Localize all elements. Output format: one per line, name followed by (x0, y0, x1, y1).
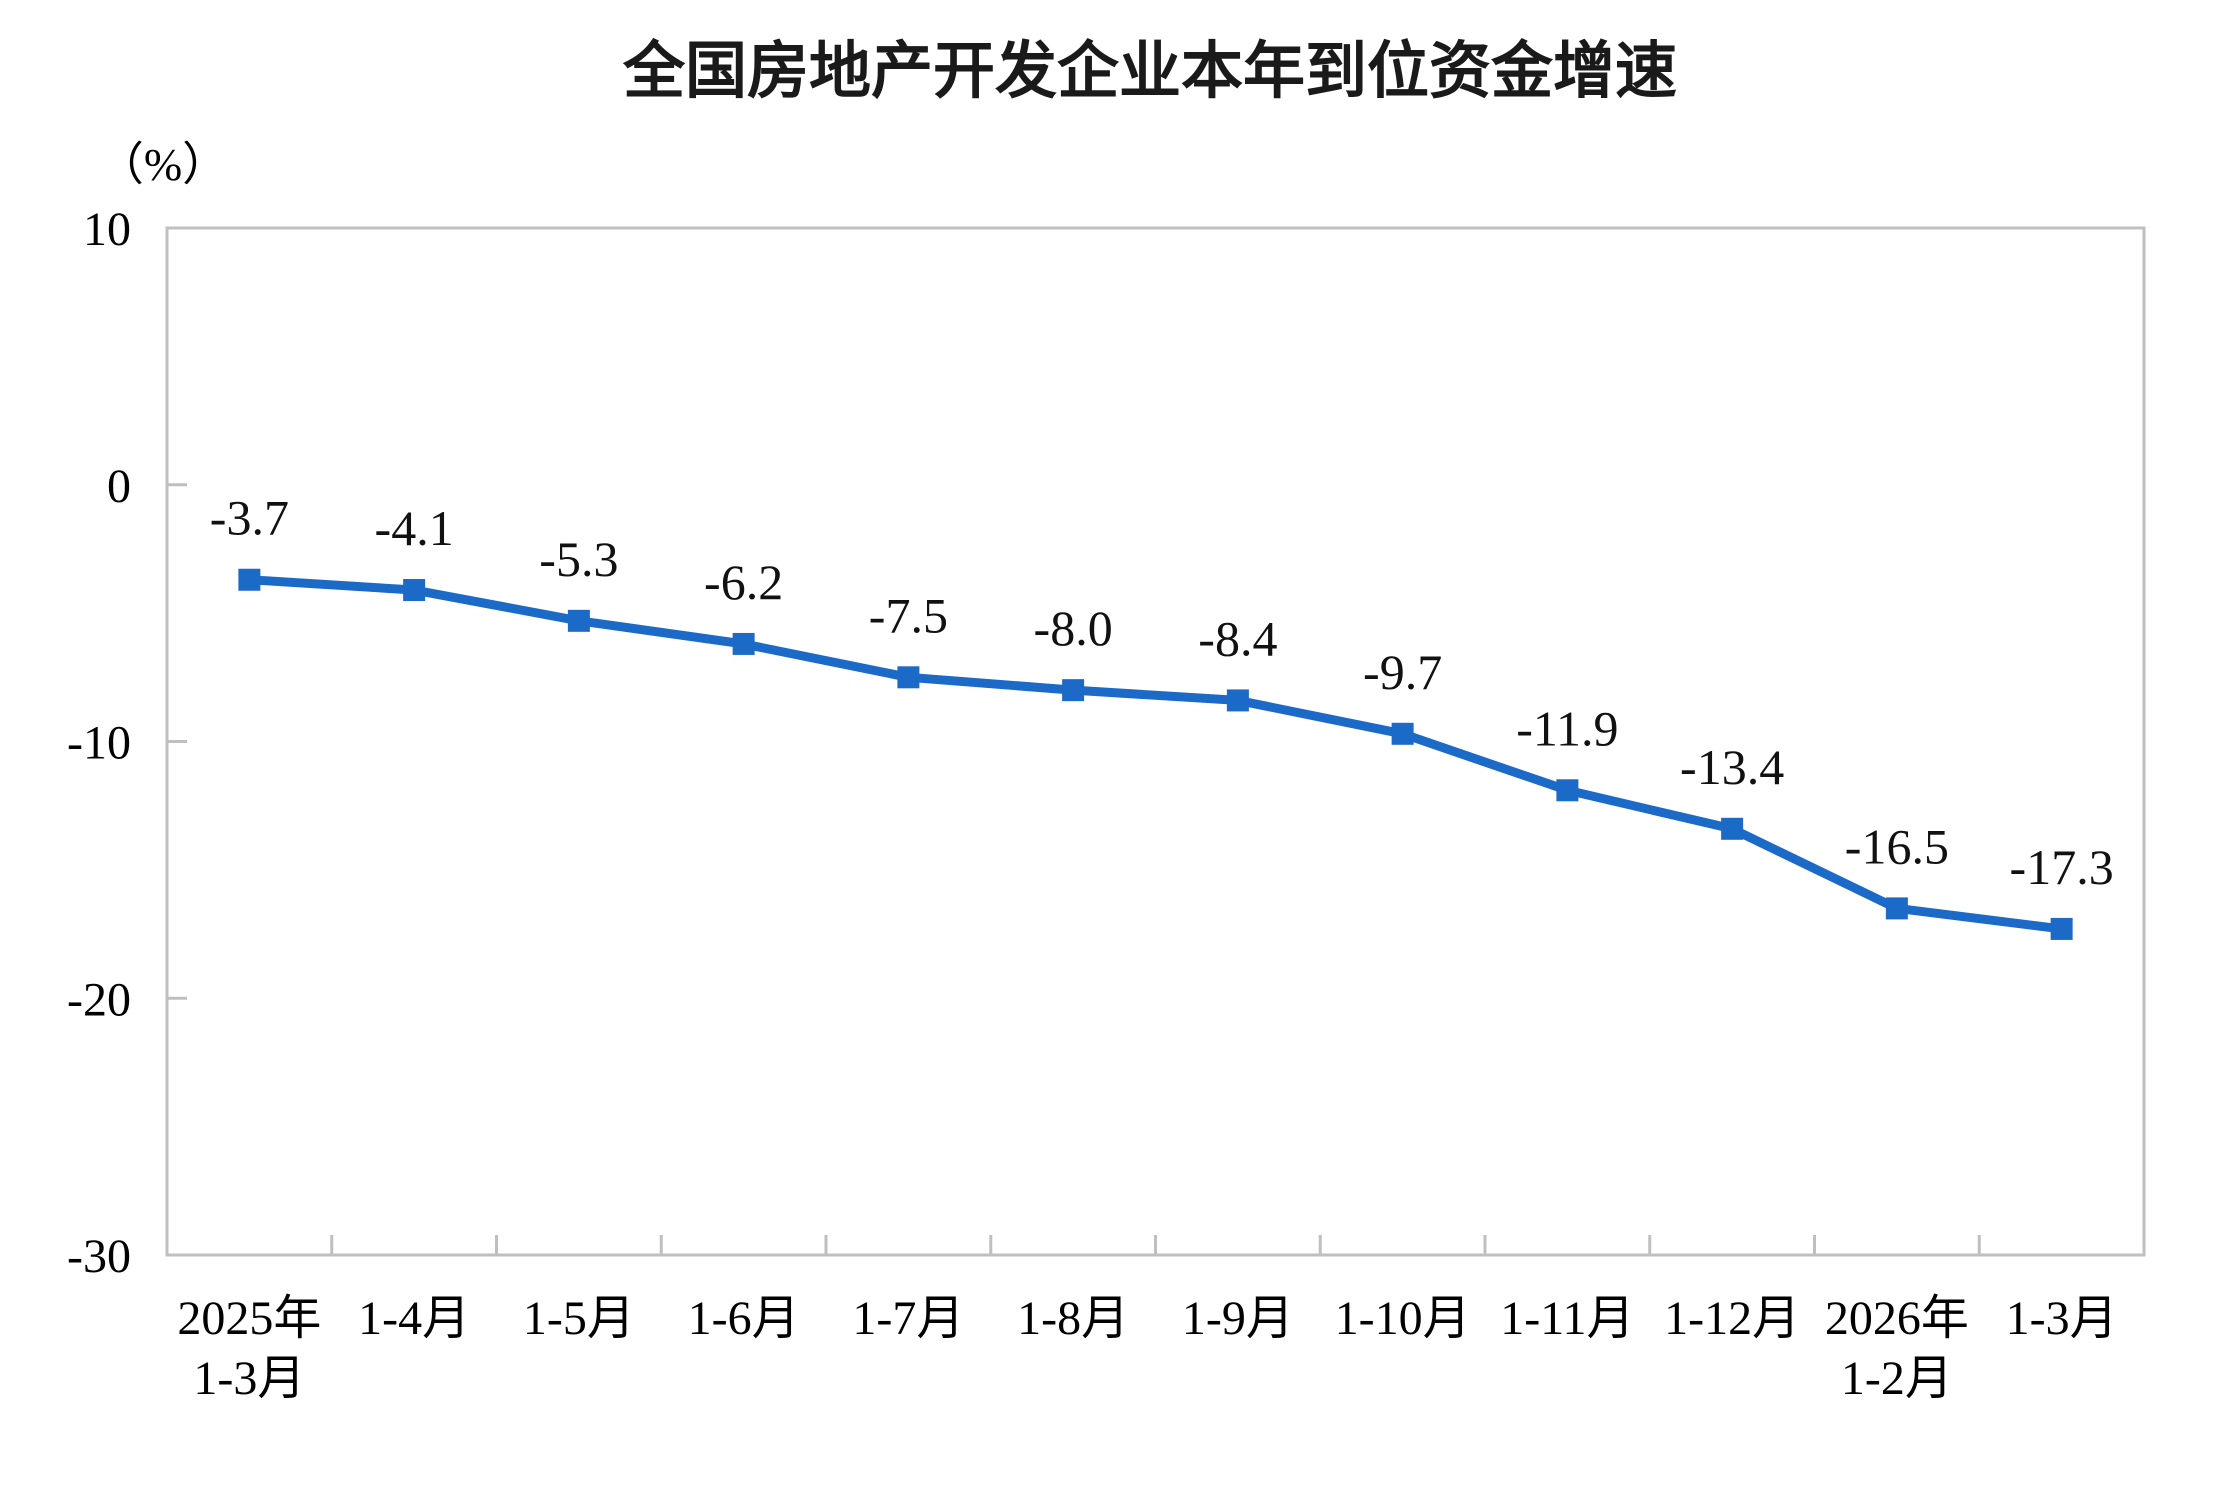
data-value-label: -17.3 (2010, 839, 2114, 895)
data-value-label: -16.5 (1845, 818, 1949, 874)
x-tick-label: 1-9月 (1182, 1292, 1294, 1345)
x-tick-label: 2025年 1-3月 (177, 1292, 321, 1405)
x-tick-label: 1-5月 (523, 1292, 635, 1345)
data-line (244, 575, 2067, 934)
data-value-label: -13.4 (1680, 739, 1784, 795)
x-tick-label: 1-4月 (358, 1292, 470, 1345)
data-value-label: -5.3 (539, 531, 618, 587)
y-axis-unit-label: （%） (98, 139, 228, 190)
x-axis-tick-labels: 2025年 1-3月 1-4月 1-5月 1-6月 1-7月 1-8月 1-9月 1-10月 1-… (177, 1292, 2117, 1405)
x-tick-label: 1-12月 (1664, 1292, 1800, 1345)
axis-ticks (167, 483, 1981, 1255)
data-value-label: -8.4 (1198, 610, 1277, 666)
data-point-markers (238, 568, 2073, 940)
y-axis-tick-labels: 10 0 -10 -20 -30 (67, 203, 131, 1283)
data-point (403, 579, 426, 602)
y-tick-label: -10 (67, 717, 131, 770)
x-tick-label: 1-6月 (688, 1292, 800, 1345)
data-value-label: -7.5 (869, 587, 948, 643)
data-point (1885, 897, 1908, 920)
data-value-labels: -3.7 -4.1 -5.3 -6.2 -7.5 -8.0 -8.4 -9.7 -11.9 -13… (210, 490, 2114, 895)
data-point (1556, 779, 1579, 802)
data-point (732, 632, 755, 655)
data-point (2050, 917, 2073, 940)
data-value-label: -3.7 (210, 490, 289, 546)
x-tick-label: 1-8月 (1017, 1292, 1129, 1345)
y-tick-label: 0 (107, 460, 131, 513)
x-tick-label: 1-10月 (1335, 1292, 1471, 1345)
data-point (567, 609, 590, 632)
data-value-label: -8.0 (1034, 600, 1113, 656)
x-tick-label: 1-7月 (852, 1292, 964, 1345)
data-value-label: -6.2 (704, 554, 783, 610)
y-tick-label: 10 (83, 203, 131, 256)
y-tick-label: -20 (67, 973, 131, 1026)
data-point (1721, 817, 1744, 840)
x-tick-label: 2026年 1-2月 (1825, 1292, 1969, 1405)
x-tick-label: 1-11月 (1500, 1292, 1634, 1345)
data-point (1226, 689, 1249, 712)
chart-title: 全国房地产开发企业本年到位资金增速 (622, 34, 1677, 107)
plot-border (165, 226, 2146, 1257)
data-value-label: -11.9 (1516, 700, 1618, 756)
data-value-label: -4.1 (375, 500, 454, 556)
data-point (897, 666, 920, 689)
data-point (1391, 722, 1414, 745)
data-point (1062, 679, 1085, 702)
y-tick-label: -30 (67, 1230, 131, 1283)
x-tick-label: 1-3月 (2006, 1292, 2118, 1345)
data-value-label: -9.7 (1363, 644, 1442, 700)
data-point (238, 568, 261, 591)
